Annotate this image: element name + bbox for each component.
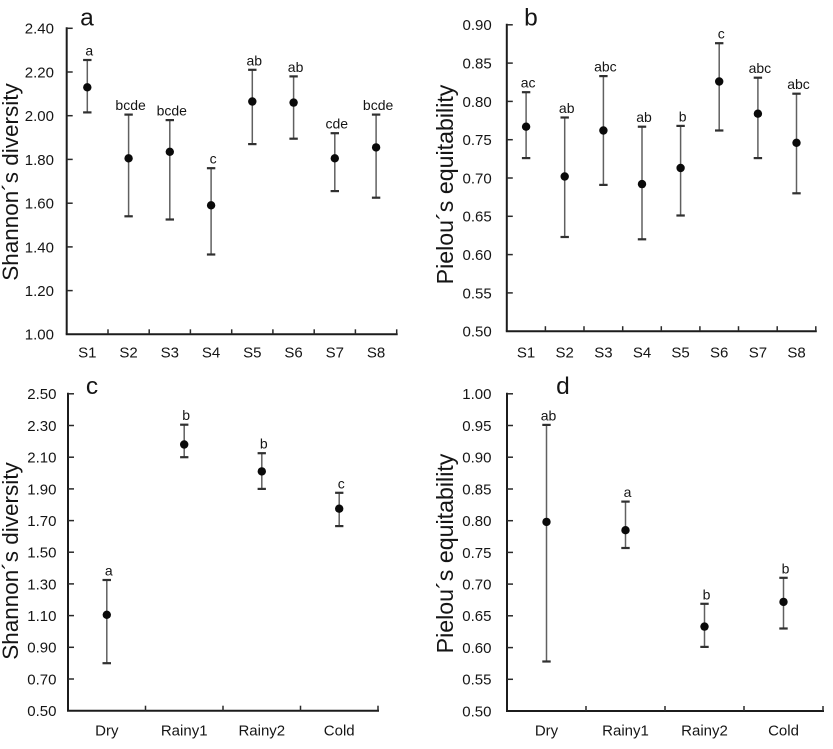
svg-text:b: b (703, 586, 711, 602)
svg-text:S1: S1 (78, 344, 96, 361)
svg-text:S6: S6 (710, 344, 728, 361)
svg-text:S8: S8 (367, 344, 385, 361)
svg-text:S4: S4 (202, 344, 220, 361)
svg-text:1.10: 1.10 (27, 608, 56, 625)
svg-text:0.85: 0.85 (462, 56, 491, 73)
svg-text:abc: abc (594, 59, 617, 75)
svg-text:Dry: Dry (95, 723, 119, 740)
svg-text:a: a (80, 5, 94, 32)
svg-text:1.80: 1.80 (25, 152, 54, 169)
svg-text:0.80: 0.80 (462, 94, 491, 111)
svg-text:0.90: 0.90 (27, 640, 56, 657)
svg-text:Rainy1: Rainy1 (602, 723, 649, 740)
svg-text:S5: S5 (671, 344, 689, 361)
svg-text:ab: ab (247, 52, 263, 68)
svg-text:Pielou´s equitability: Pielou´s equitability (432, 84, 458, 284)
svg-text:b: b (260, 436, 268, 452)
svg-text:S8: S8 (787, 344, 805, 361)
svg-text:0.80: 0.80 (462, 513, 491, 530)
svg-text:1.00: 1.00 (462, 386, 491, 403)
svg-text:S3: S3 (594, 344, 612, 361)
svg-text:1.90: 1.90 (27, 481, 56, 498)
svg-text:d: d (556, 373, 570, 400)
svg-text:0.90: 0.90 (462, 17, 491, 34)
svg-text:Rainy2: Rainy2 (681, 723, 728, 740)
svg-text:2.00: 2.00 (25, 108, 54, 125)
svg-text:2.30: 2.30 (27, 418, 56, 435)
svg-text:a: a (624, 484, 632, 500)
svg-text:1.60: 1.60 (25, 196, 54, 213)
svg-text:b: b (524, 5, 538, 32)
svg-text:b: b (782, 560, 790, 576)
svg-text:2.20: 2.20 (25, 64, 54, 81)
svg-text:Rainy2: Rainy2 (238, 723, 285, 740)
svg-text:c: c (210, 151, 217, 167)
svg-text:S4: S4 (633, 344, 651, 361)
svg-text:b: b (182, 407, 190, 423)
svg-text:2.40: 2.40 (25, 21, 54, 38)
svg-text:ab: ab (636, 109, 652, 125)
svg-text:S2: S2 (119, 344, 137, 361)
svg-text:abc: abc (787, 76, 810, 92)
svg-text:0.75: 0.75 (462, 545, 491, 562)
svg-text:ab: ab (559, 100, 575, 116)
svg-text:ab: ab (288, 59, 304, 75)
svg-text:a: a (85, 43, 93, 59)
svg-text:1.30: 1.30 (27, 576, 56, 593)
svg-text:Rainy1: Rainy1 (161, 723, 208, 740)
svg-text:1.50: 1.50 (27, 545, 56, 562)
svg-text:0.50: 0.50 (27, 703, 56, 720)
svg-text:Pielou´s equitability: Pielou´s equitability (432, 453, 458, 653)
svg-text:S7: S7 (749, 344, 767, 361)
svg-text:0.95: 0.95 (462, 418, 491, 435)
svg-text:0.60: 0.60 (462, 640, 491, 657)
svg-text:0.55: 0.55 (462, 672, 491, 689)
svg-text:2.50: 2.50 (27, 386, 56, 403)
svg-text:S6: S6 (284, 344, 302, 361)
svg-text:Cold: Cold (768, 723, 799, 740)
svg-text:ab: ab (541, 407, 557, 423)
svg-text:c: c (718, 26, 725, 42)
svg-text:0.85: 0.85 (462, 481, 491, 498)
svg-text:bcde: bcde (363, 97, 394, 113)
svg-text:0.90: 0.90 (462, 450, 491, 467)
svg-text:1.70: 1.70 (27, 513, 56, 530)
svg-text:abc: abc (749, 60, 772, 76)
svg-text:0.70: 0.70 (462, 577, 491, 594)
svg-text:c: c (86, 373, 98, 400)
svg-text:bcde: bcde (157, 103, 188, 119)
svg-text:cde: cde (326, 116, 349, 132)
svg-text:0.70: 0.70 (27, 671, 56, 688)
svg-text:0.50: 0.50 (462, 324, 491, 341)
svg-text:1.00: 1.00 (25, 327, 54, 344)
svg-text:0.70: 0.70 (462, 170, 491, 187)
svg-text:Cold: Cold (324, 723, 355, 740)
svg-text:S5: S5 (243, 344, 261, 361)
svg-text:0.65: 0.65 (462, 209, 491, 226)
svg-text:1.20: 1.20 (25, 283, 54, 300)
svg-text:S1: S1 (517, 344, 535, 361)
svg-text:bcde: bcde (115, 97, 146, 113)
svg-text:S7: S7 (326, 344, 344, 361)
svg-text:c: c (338, 475, 345, 491)
svg-text:a: a (105, 563, 113, 579)
svg-text:0.60: 0.60 (462, 247, 491, 264)
svg-text:Dry: Dry (535, 723, 559, 740)
svg-text:S3: S3 (161, 344, 179, 361)
svg-text:0.55: 0.55 (462, 285, 491, 302)
svg-text:0.50: 0.50 (462, 703, 491, 720)
svg-text:Shannon´s diversity: Shannon´s diversity (0, 461, 23, 659)
svg-text:0.75: 0.75 (462, 132, 491, 149)
svg-text:S2: S2 (556, 344, 574, 361)
svg-text:ac: ac (521, 75, 536, 91)
svg-text:2.10: 2.10 (27, 450, 56, 467)
svg-text:Shannon´s diversity: Shannon´s diversity (0, 82, 23, 280)
svg-text:1.40: 1.40 (25, 239, 54, 256)
svg-text:0.65: 0.65 (462, 608, 491, 625)
svg-text:b: b (679, 108, 687, 124)
